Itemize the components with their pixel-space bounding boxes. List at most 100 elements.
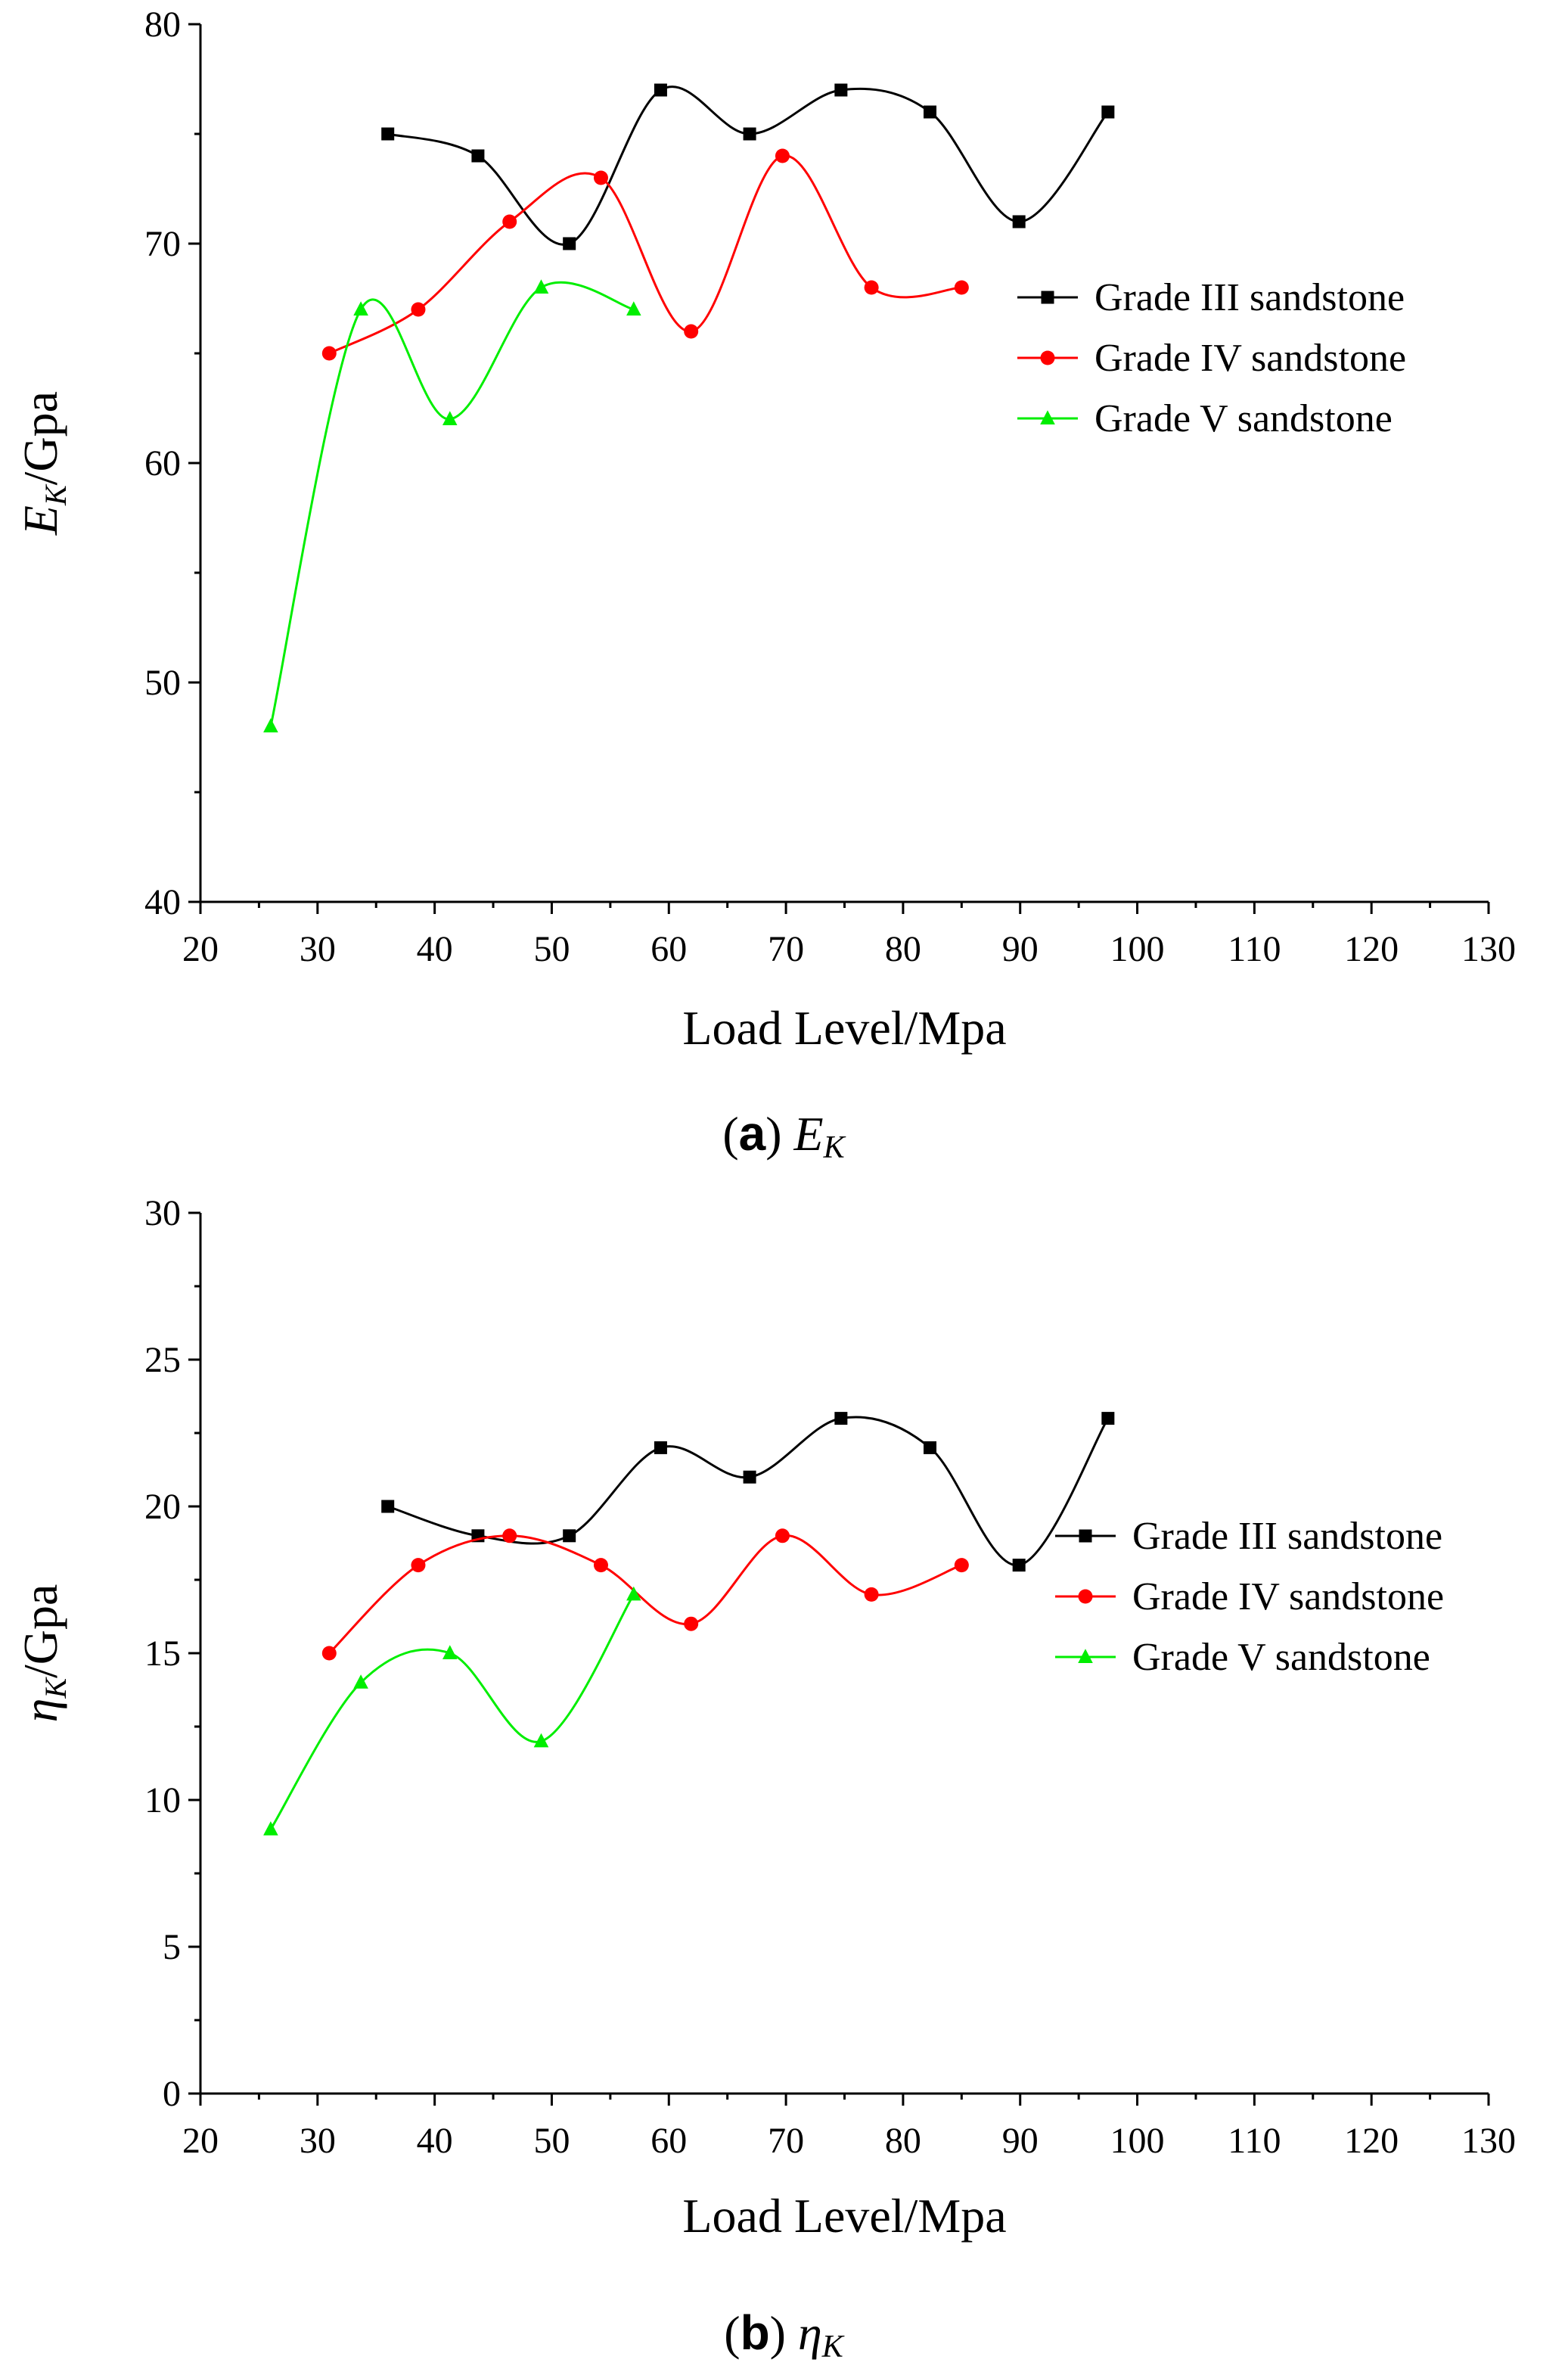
series-line: [387, 1416, 1110, 1567]
data-point: [743, 1470, 756, 1484]
data-point: [775, 148, 790, 163]
x-tick-label: 30: [300, 929, 336, 969]
y-tick-label: 60: [144, 443, 181, 483]
caption-paren-open: (: [722, 1107, 738, 1161]
panel-caption: (b) ηK: [724, 2305, 844, 2364]
series-1: [381, 83, 1115, 250]
series-3: [263, 279, 641, 732]
y-axis-title-unit: /Gpa: [14, 1584, 67, 1678]
data-point: [321, 1646, 337, 1661]
y-tick-label: 30: [144, 1193, 181, 1233]
x-tick-label: 110: [1228, 929, 1281, 969]
caption-letter: a: [739, 1106, 766, 1161]
data-point: [563, 1529, 576, 1543]
series-line: [328, 154, 962, 355]
series-2: [321, 148, 969, 361]
x-tick-label: 70: [768, 929, 804, 969]
caption-symbol: η: [798, 2306, 822, 2360]
x-tick-label: 30: [300, 2121, 336, 2161]
x-tick-label: 70: [768, 2121, 804, 2161]
data-point: [954, 1558, 969, 1573]
x-tick-label: 80: [885, 2121, 921, 2161]
y-axis-title: ηK/Gpa: [14, 1584, 73, 1723]
data-point: [743, 127, 756, 141]
y-tick-label: 0: [163, 2074, 181, 2114]
y-tick-label: 50: [144, 663, 181, 703]
data-point: [924, 1441, 937, 1454]
caption-subscript: K: [823, 1130, 846, 1165]
panel-caption: (a) EK: [722, 1106, 846, 1165]
data-point: [593, 170, 608, 185]
x-tick-label: 60: [650, 2121, 687, 2161]
legend-entry: Grade V sandstone: [1017, 397, 1393, 440]
caption-letter: b: [741, 2305, 770, 2360]
data-point: [353, 1674, 368, 1689]
caption-subscript: K: [821, 2330, 845, 2364]
y-tick-label: 15: [144, 1634, 181, 1674]
legend-entry: Grade IV sandstone: [1055, 1575, 1444, 1618]
y-axis-title-subscript: K: [39, 483, 73, 506]
x-tick-label: 60: [650, 929, 687, 969]
y-tick-label: 40: [144, 882, 181, 922]
data-point: [533, 279, 549, 294]
y-tick-label: 10: [144, 1780, 181, 1820]
y-tick-label: 25: [144, 1340, 181, 1380]
data-point: [684, 1616, 699, 1631]
data-point: [411, 302, 426, 317]
data-point: [321, 346, 337, 361]
x-tick-label: 130: [1461, 929, 1516, 969]
data-point: [411, 1558, 426, 1573]
legend-label: Grade III sandstone: [1132, 1515, 1442, 1558]
x-tick-label: 130: [1461, 2121, 1516, 2161]
legend-marker: [1079, 1529, 1092, 1543]
data-point: [471, 149, 485, 163]
y-axis-title-unit: /Gpa: [14, 391, 67, 485]
legend-entry: Grade IV sandstone: [1017, 337, 1406, 380]
caption-paren-close: ): [765, 1107, 793, 1161]
data-point: [442, 1645, 458, 1659]
caption-paren-close: ): [770, 2306, 798, 2360]
data-point: [1101, 105, 1115, 119]
data-point: [563, 237, 576, 250]
data-point: [654, 1441, 667, 1454]
x-tick-label: 50: [533, 929, 570, 969]
data-point: [654, 83, 667, 97]
data-point: [263, 718, 278, 732]
y-axis-title: EK/Gpa: [14, 391, 73, 536]
y-tick-label: 70: [144, 224, 181, 264]
data-point: [1101, 1412, 1115, 1425]
x-tick-label: 20: [182, 2121, 219, 2161]
data-point: [502, 214, 517, 229]
data-point: [775, 1528, 790, 1543]
caption-paren-open: (: [724, 2306, 740, 2360]
legend-marker: [1078, 1649, 1093, 1663]
data-point: [924, 105, 937, 119]
x-tick-label: 100: [1110, 929, 1165, 969]
data-point: [954, 280, 969, 295]
data-point: [626, 301, 641, 316]
x-tick-label: 120: [1344, 2121, 1399, 2161]
panel-b: 0 5 10 15 20 25 30 20 30 40 50 60 70 80 90 100 110 120 130…: [14, 1193, 1516, 2364]
legend-label: Grade IV sandstone: [1094, 337, 1406, 380]
x-tick-label: 40: [417, 2121, 453, 2161]
data-point: [263, 1821, 278, 1836]
data-point: [533, 1733, 549, 1748]
legend-entry: Grade V sandstone: [1055, 1636, 1430, 1679]
x-tick-label: 40: [417, 929, 453, 969]
x-axis-title: Load Level/Mpa: [682, 2189, 1006, 2243]
data-point: [864, 280, 879, 295]
data-point: [502, 1528, 517, 1543]
legend-label: Grade III sandstone: [1094, 276, 1405, 319]
legend-marker: [1040, 350, 1055, 365]
series-3: [263, 1586, 641, 1836]
y-axis-title-symbol: E: [14, 505, 67, 536]
x-tick-label: 90: [1002, 2121, 1039, 2161]
data-point: [381, 127, 395, 141]
legend-entry: Grade III sandstone: [1055, 1515, 1442, 1558]
data-point: [834, 83, 848, 97]
data-point: [684, 324, 699, 339]
x-tick-label: 100: [1110, 2121, 1165, 2161]
series-line: [269, 281, 635, 727]
data-point: [353, 301, 368, 316]
x-tick-label: 80: [885, 929, 921, 969]
